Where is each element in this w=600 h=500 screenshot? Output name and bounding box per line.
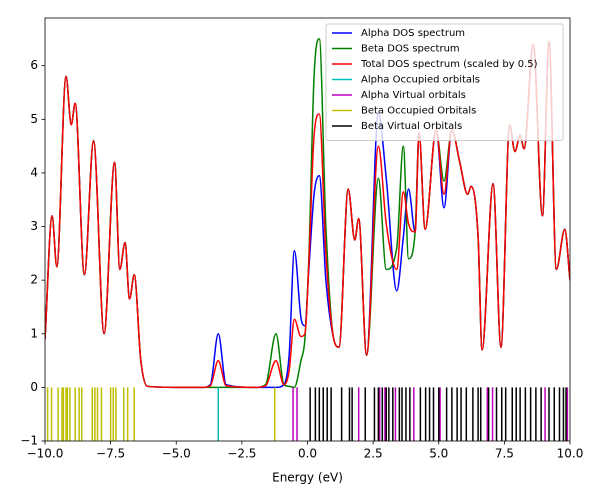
y-tick-label: 6 xyxy=(30,58,38,72)
x-tick-label: 10.0 xyxy=(557,447,584,461)
legend-label: Alpha Occupied orbitals xyxy=(361,75,480,86)
y-tick-label: 4 xyxy=(30,165,38,179)
x-tick-label: −7.5 xyxy=(96,447,125,461)
legend-label: Alpha Virtual orbitals xyxy=(361,90,466,101)
legend-label: Beta Virtual Orbitals xyxy=(361,121,462,132)
legend: Alpha DOS spectrum Beta DOS spectrum Total… xyxy=(325,23,564,141)
plot-area xyxy=(45,38,570,441)
legend-label: Beta DOS spectrum xyxy=(361,44,460,55)
y-tick-label: −1 xyxy=(20,434,38,448)
legend-label: Beta Occupied Orbitals xyxy=(361,106,476,117)
legend-box xyxy=(325,23,564,141)
y-tick-label: 0 xyxy=(30,380,38,394)
x-tick-label: −10.0 xyxy=(27,447,64,461)
x-axis-label: Energy (eV) xyxy=(272,471,343,485)
x-tick-label: 0.0 xyxy=(298,447,317,461)
y-tick-label: 2 xyxy=(30,273,38,287)
legend-label: Total DOS spectrum (scaled by 0.5) xyxy=(360,59,538,70)
y-tick-label: 3 xyxy=(30,219,38,233)
x-tick-label: −2.5 xyxy=(227,447,256,461)
x-tick-label: 7.5 xyxy=(495,447,514,461)
legend-label: Alpha DOS spectrum xyxy=(361,28,465,39)
y-tick-label: 5 xyxy=(30,112,38,126)
x-tick-label: 2.5 xyxy=(364,447,383,461)
dos-line xyxy=(45,40,570,389)
x-tick-label: 5.0 xyxy=(429,447,448,461)
y-tick-label: 1 xyxy=(30,326,38,340)
x-tick-label: −5.0 xyxy=(162,447,191,461)
